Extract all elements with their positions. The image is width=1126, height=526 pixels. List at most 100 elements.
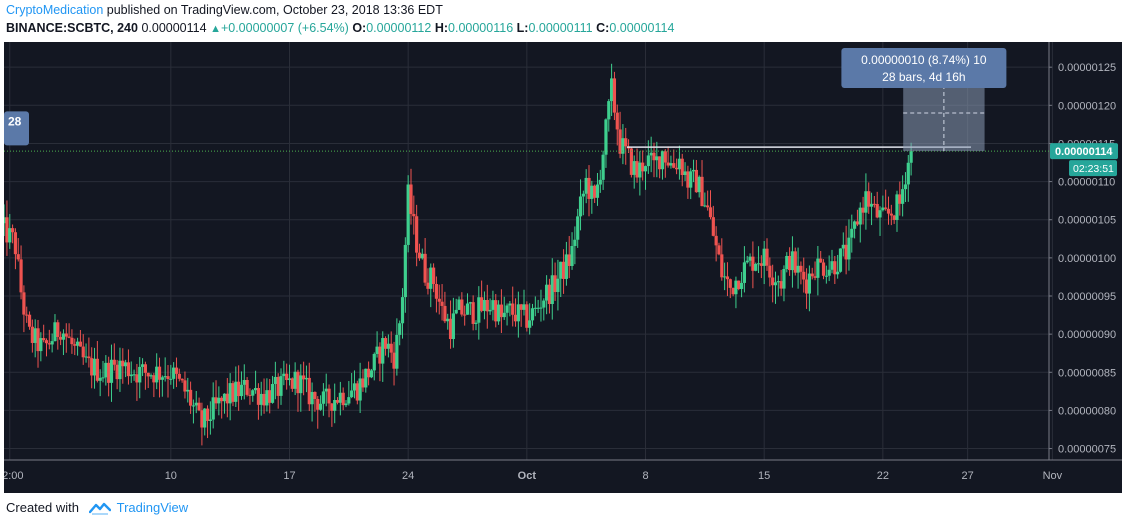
candle-body [118,360,122,380]
candle-body [511,303,515,315]
candle-body [364,368,368,388]
candle-body [830,261,834,270]
candle-body [160,377,164,380]
candle-body [570,245,574,266]
candle-body [663,151,667,163]
candle-body [833,261,837,275]
candle-body [121,360,125,367]
measure-label-box [841,48,1007,88]
candle-body [658,156,662,170]
candle-body [739,282,744,289]
y-tick-label: 0.00000080 [1058,405,1116,417]
candle-body [898,194,902,204]
candle-body [44,340,49,344]
candle-body [884,207,888,209]
candle-body [612,78,617,113]
tradingview-link[interactable]: TradingView [116,500,189,515]
open-label: O: [352,21,367,35]
candle-body [542,300,546,308]
candle-body [400,297,405,324]
candle-body [355,383,359,401]
candle-body [674,167,679,170]
x-tick-label: 8 [642,470,648,482]
candle-body [607,101,611,120]
candle-body [16,254,20,260]
candle-body [697,176,701,193]
measure-label-line1: 0.00000010 (8.74%) 10 [861,53,987,67]
candle-body [191,405,196,407]
candlestick-chart[interactable]: 0.000001250.000001200.000001150.00000110… [4,42,1122,493]
high-label: H: [434,21,449,35]
candle-body [838,248,843,272]
candle-body [149,375,153,377]
candle-body [581,193,585,197]
candle-body [186,389,190,392]
y-tick-label: 0.00000125 [1058,62,1116,74]
candle-body [463,314,467,316]
open-value: 0.00000112 [366,21,432,35]
author-link[interactable]: CryptoMedication [6,3,104,17]
candle-body [864,191,868,213]
candle-body [177,373,181,379]
candle-body [87,356,91,359]
candle-body [810,273,814,277]
candle-body [126,362,131,377]
candle-body [768,265,772,278]
candle-body [188,389,193,406]
candle-body [27,314,32,327]
candle-body [751,256,755,271]
candle-body [494,300,498,322]
candle-body [251,390,255,396]
candle-body [197,402,201,411]
candle-body [875,204,879,218]
candle-body [335,400,340,403]
candle-body [25,314,29,316]
candle-body [152,375,156,383]
candle-body [773,282,778,286]
close-value: 0.00000114 [609,21,675,35]
up-arrow-icon: ▲ [210,23,221,35]
candle-body [409,184,413,214]
candle-body [8,228,12,243]
symbol-legend: BINANCE:SCBTC, 240 0.00000114 ▲+0.000000… [6,21,674,35]
candle-body [417,252,422,259]
candle-body [330,403,334,411]
candle-body [734,280,738,295]
candle-body [228,383,232,404]
candle-body [895,194,899,220]
candle-body [403,244,407,298]
candle-body [700,176,704,207]
candle-body [237,381,241,397]
candle-body [205,408,210,421]
candle-body [649,152,653,156]
candle-body [248,394,252,396]
candle-body [590,185,594,199]
candle-body [112,359,116,365]
candle-body [146,372,150,377]
candle-body [381,338,385,364]
candle-body [296,371,300,394]
candle-body [502,312,506,318]
candle-body [39,338,43,352]
candle-body [395,334,399,369]
candle-body [776,281,780,283]
candle-body [47,343,51,345]
candle-body [477,297,481,323]
candle-body [180,378,184,381]
candle-body [564,254,568,279]
candle-body [802,271,806,280]
candle-body [222,393,227,402]
candle-body [689,171,693,188]
candle-body [129,374,133,377]
candle-body [344,403,348,406]
candle-body [383,338,388,349]
candle-body [350,390,354,398]
candle-body [672,163,676,168]
candle-body [140,364,145,367]
candle-body [646,155,650,167]
candle-body [482,299,487,311]
measure-label-line2: 28 bars, 4d 16h [882,70,965,84]
candle-body [392,352,396,369]
chart-area[interactable]: 0.000001250.000001200.000001150.00000110… [4,42,1122,493]
candle-body [683,171,687,175]
